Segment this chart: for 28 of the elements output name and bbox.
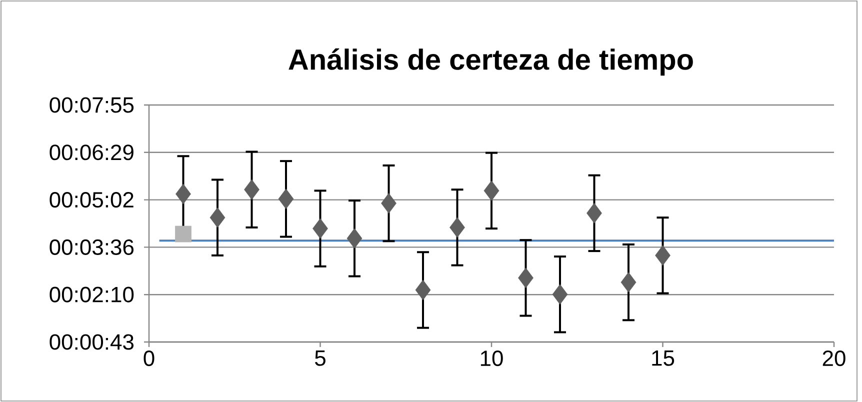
point bbox=[484, 180, 500, 201]
point bbox=[210, 207, 226, 228]
point bbox=[586, 202, 602, 224]
y-tick-label: 00:00:43 bbox=[50, 334, 134, 350]
point bbox=[278, 188, 294, 210]
y-tick-label: 00:05:02 bbox=[50, 192, 134, 208]
chart-title: Análisis de certeza de tiempo bbox=[288, 48, 693, 76]
point bbox=[381, 193, 396, 214]
y-tick-label: 00:03:36 bbox=[50, 239, 134, 255]
x-tick-label: 15 bbox=[652, 350, 674, 366]
point bbox=[655, 245, 670, 266]
point bbox=[346, 228, 362, 249]
point bbox=[312, 218, 328, 239]
point bbox=[415, 280, 431, 300]
point bbox=[552, 284, 568, 305]
x-tick-label: 20 bbox=[822, 350, 846, 366]
point bbox=[620, 272, 636, 293]
y-tick-label: 00:07:55 bbox=[50, 97, 134, 113]
x-tick-label: 10 bbox=[480, 350, 503, 366]
y-tick-label: 00:06:29 bbox=[50, 144, 134, 160]
point bbox=[176, 184, 191, 204]
point bbox=[450, 217, 465, 238]
point bbox=[244, 179, 260, 200]
y-tick-label: 00:02:10 bbox=[50, 286, 134, 302]
point bbox=[175, 226, 192, 242]
x-tick-label: 5 bbox=[315, 350, 326, 366]
point bbox=[518, 268, 534, 288]
x-tick-label: 0 bbox=[144, 350, 154, 366]
